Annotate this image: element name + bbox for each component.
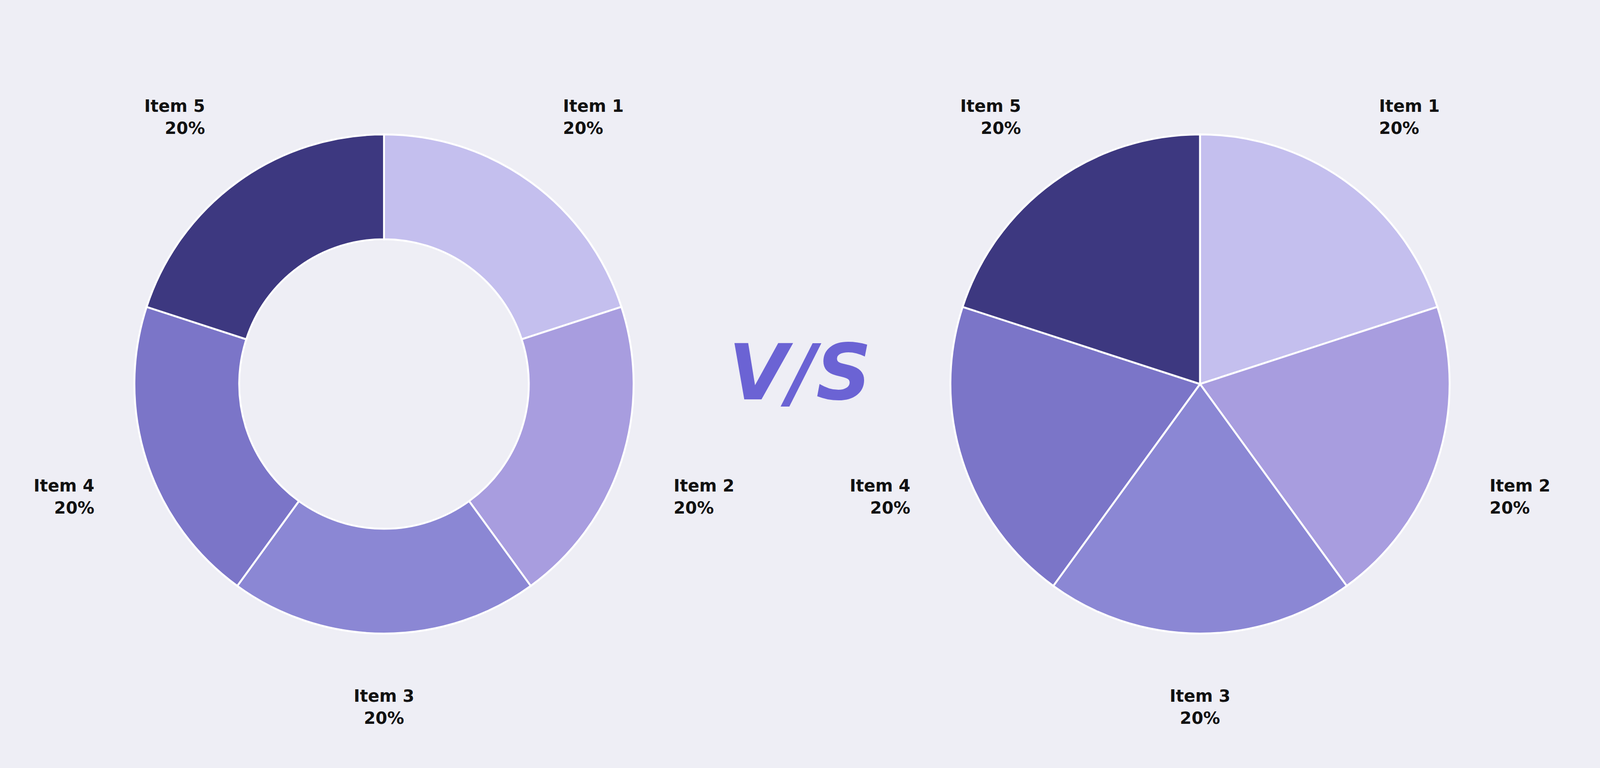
label-value: 20% xyxy=(673,498,714,518)
label-category: Item 5 xyxy=(960,96,1022,116)
data-label: Item 120% xyxy=(1379,96,1441,138)
label-category: Item 1 xyxy=(1379,96,1441,116)
slice xyxy=(134,306,300,586)
label-category: Item 1 xyxy=(563,96,625,116)
pie-chart: Item 120%Item 220%Item 320%Item 420%Item… xyxy=(849,96,1551,728)
label-value: 20% xyxy=(363,708,405,728)
data-label: Item 420% xyxy=(849,476,911,518)
chart-canvas: Item 120%Item 220%Item 320%Item 420%Item… xyxy=(0,0,1600,768)
data-label: Item 320% xyxy=(353,686,415,728)
label-value: 20% xyxy=(54,498,95,518)
label-category: Item 3 xyxy=(353,686,415,706)
label-category: Item 5 xyxy=(144,96,206,116)
label-category: Item 2 xyxy=(1489,476,1551,496)
slice xyxy=(962,134,1201,385)
label-value: 20% xyxy=(870,498,911,518)
label-value: 20% xyxy=(164,118,205,138)
slice xyxy=(384,134,622,340)
label-category: Item 4 xyxy=(849,476,911,496)
slice xyxy=(146,134,385,340)
data-label: Item 320% xyxy=(1169,686,1231,728)
label-value: 20% xyxy=(980,118,1022,138)
label-value: 20% xyxy=(563,118,604,138)
label-category: Item 2 xyxy=(673,476,735,496)
data-label: Item 220% xyxy=(1489,476,1551,518)
data-label: Item 420% xyxy=(33,476,95,518)
label-value: 20% xyxy=(1379,118,1420,138)
data-label: Item 220% xyxy=(673,476,735,518)
data-label: Item 520% xyxy=(144,96,206,138)
label-category: Item 3 xyxy=(1169,686,1231,706)
label-value: 20% xyxy=(1179,708,1221,728)
label-value: 20% xyxy=(1489,498,1530,518)
data-label: Item 120% xyxy=(563,96,625,138)
annotation: V/S xyxy=(728,327,872,418)
label-category: Item 4 xyxy=(33,476,95,496)
donut-chart: Item 120%Item 220%Item 320%Item 420%Item… xyxy=(33,96,735,728)
data-label: Item 520% xyxy=(960,96,1022,138)
